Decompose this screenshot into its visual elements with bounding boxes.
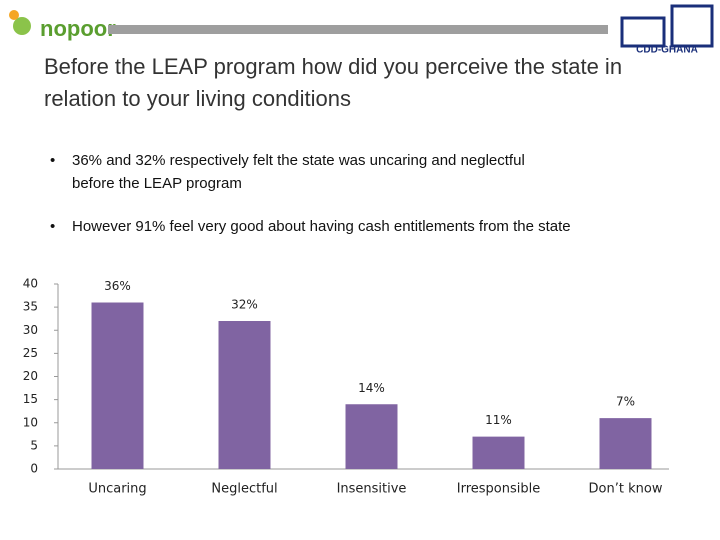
bar-label: 11% <box>485 413 512 427</box>
bar <box>91 302 144 469</box>
logo-box <box>620 16 666 48</box>
bar <box>345 404 398 469</box>
x-tick-label: Irresponsible <box>457 482 540 497</box>
logo-icon <box>9 10 19 20</box>
bar-label: 32% <box>231 298 258 312</box>
bullet: before the LEAP program <box>72 175 242 192</box>
x-tick-label: Uncaring <box>88 482 146 497</box>
title-line: Before the LEAP program how did you perc… <box>44 54 622 79</box>
bar-label: 7% <box>616 395 635 409</box>
bar-label: 36% <box>104 279 131 293</box>
x-tick-label: Neglectful <box>211 482 277 497</box>
bar <box>218 321 271 469</box>
y-tick-label: 25 <box>23 346 38 360</box>
y-tick-label: 15 <box>23 392 38 406</box>
bullet: 36% and 32% respectively felt the state … <box>72 152 525 169</box>
y-tick-label: 5 <box>30 438 38 452</box>
title-line: relation to your living conditions <box>44 86 351 111</box>
header-bar <box>108 25 608 34</box>
y-tick-label: 10 <box>23 415 38 429</box>
bar-label: 14% <box>358 381 385 395</box>
bullet: However 91% feel very good about having … <box>72 218 571 235</box>
bar <box>599 418 652 469</box>
y-tick-label: 40 <box>23 277 38 291</box>
bullet-marker: • <box>50 218 55 235</box>
logo-box <box>670 4 714 48</box>
y-tick-label: 20 <box>23 369 38 383</box>
bar <box>472 436 525 469</box>
y-tick-label: 30 <box>23 323 38 337</box>
logo-left: nopoor <box>40 16 116 41</box>
bullet-marker: • <box>50 152 55 169</box>
y-tick-label: 35 <box>23 300 38 314</box>
x-tick-label: Insensitive <box>337 482 407 497</box>
logo-icon <box>13 17 31 35</box>
logo-right: CDD-GHANA <box>636 45 698 56</box>
x-tick-label: Don’t know <box>589 482 663 497</box>
y-tick-label: 0 <box>30 462 38 476</box>
